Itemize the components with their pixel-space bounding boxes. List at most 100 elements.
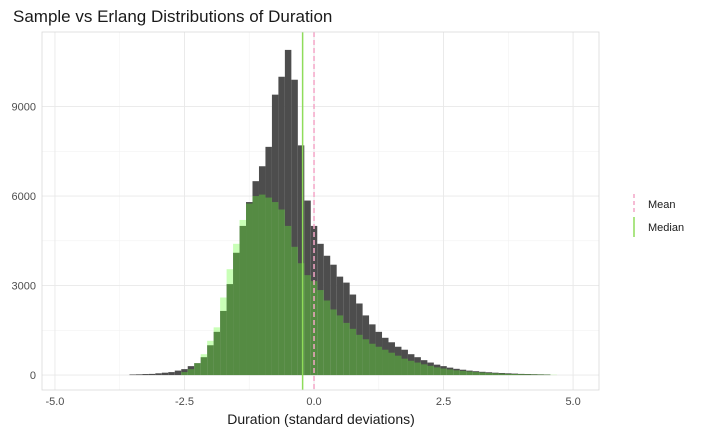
bar-sample [297,145,305,376]
plot-panel: -5.0 -2.5 0.0 2.5 5.0 0 3000 6000 9000 [12,31,600,408]
bar-erlang [213,327,221,376]
series-erlang [181,194,557,376]
bar-erlang [181,372,188,376]
bar-sample [330,264,337,376]
y-tick-label: 3000 [12,281,36,293]
bar-sample [252,181,259,376]
bar-erlang [485,372,493,376]
bar-erlang [511,374,519,376]
bar-sample [511,373,519,376]
bar-sample [142,374,149,376]
bar-sample [459,369,467,376]
bar-sample [220,310,227,376]
series-sample [129,49,551,376]
bar-erlang [446,369,454,376]
bar-sample [375,331,383,376]
histogram-bars [129,49,557,376]
bar-erlang [323,300,331,376]
bar-sample [530,374,538,376]
bar-sample [388,342,395,376]
bar-sample [485,372,493,376]
bar-erlang [414,362,421,376]
bar-sample [420,360,428,376]
bar-erlang [207,340,214,376]
y-tick-label: 9000 [12,102,36,114]
bar-erlang [472,372,480,376]
bar-sample [323,255,331,376]
x-tick-label: -2.5 [175,396,194,408]
bar-sample [349,294,357,376]
bar-sample [543,374,551,376]
bar-sample [246,202,253,376]
bar-erlang [518,374,525,376]
bar-erlang [498,373,506,376]
bar-sample [174,370,182,376]
bar-sample [148,373,156,376]
bar-sample [446,367,454,376]
bar-erlang [420,364,428,376]
bar-erlang [479,372,486,376]
bar-erlang [356,334,363,376]
bar-erlang [427,365,434,376]
bar-sample [258,166,266,376]
bar-erlang [401,358,408,376]
bar-erlang [258,194,266,376]
y-tick-label: 6000 [12,191,36,203]
bar-sample [187,366,195,376]
bar-erlang [220,297,227,376]
legend-label-mean: Mean [648,199,676,211]
bar-sample [304,200,311,376]
bar-erlang [278,209,285,376]
bar-erlang [291,246,298,376]
bar-sample [492,372,499,376]
bar-sample [135,374,143,376]
x-tick-label: 2.5 [436,396,451,408]
x-tick-label: -5.0 [45,396,64,408]
bar-erlang [233,243,240,376]
bar-sample [291,79,298,376]
bar-erlang [317,290,324,376]
bar-sample [382,337,389,376]
bar-sample [466,370,473,376]
bar-erlang [336,315,344,376]
bar-erlang [304,275,311,376]
bar-erlang [505,373,512,376]
bar-erlang [492,373,499,376]
bar-sample [362,315,370,376]
bar-sample [427,362,434,376]
bar-sample [472,371,480,376]
bar-sample [161,372,169,376]
bar-sample [537,374,544,376]
bar-sample [226,284,234,376]
bar-erlang [375,346,383,376]
bar-sample [414,357,421,376]
bar-erlang [252,196,259,376]
legend-label-median: Median [648,222,684,234]
bar-erlang [265,197,272,376]
bar-sample [524,374,531,376]
bar-sample [394,346,402,376]
bar-sample [498,372,506,376]
bar-erlang [284,225,292,376]
bar-erlang [194,363,201,376]
bar-sample [239,225,247,376]
bar-erlang [239,219,247,376]
bar-sample [369,324,376,376]
bar-erlang [200,354,208,376]
bar-erlang [226,269,234,376]
bar-erlang [466,371,473,376]
bar-erlang [524,374,531,376]
bar-erlang [382,349,389,376]
bar-sample [317,243,324,376]
bar-erlang [349,328,357,376]
bar-sample [207,345,214,376]
bar-sample [200,357,208,376]
bar-erlang [246,203,253,376]
bar-sample [407,354,415,376]
bar-sample [155,373,162,376]
bar-sample [343,282,350,376]
bar-erlang [530,374,538,376]
bar-sample [401,349,408,376]
bar-erlang [440,368,447,376]
